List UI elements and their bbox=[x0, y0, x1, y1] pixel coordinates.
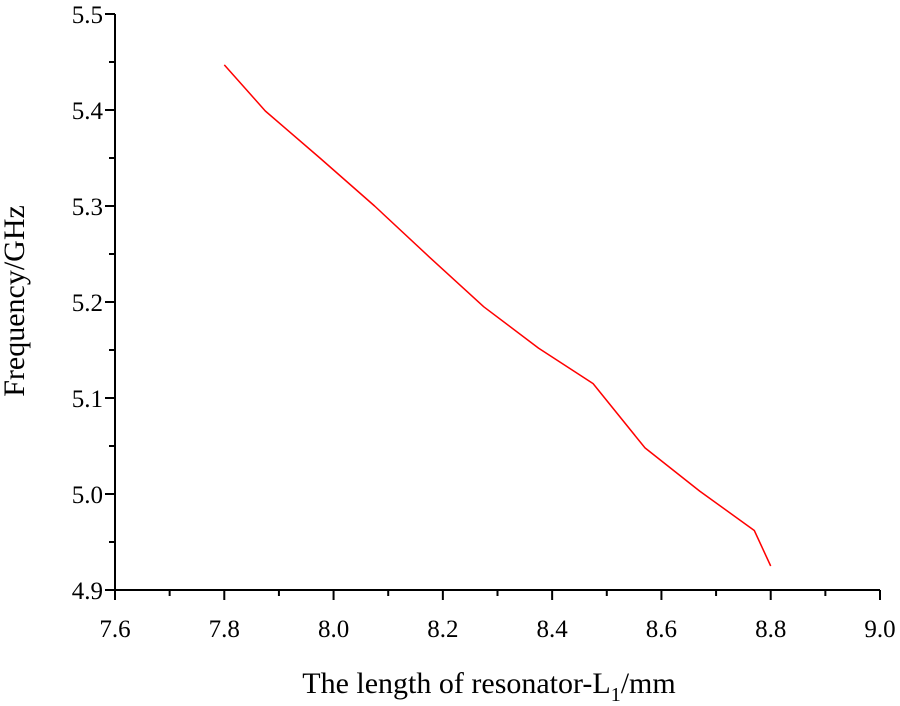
x-tick-label: 7.8 bbox=[209, 616, 240, 643]
y-tick-label: 4.9 bbox=[72, 578, 103, 605]
y-tick-label: 5.2 bbox=[72, 290, 103, 317]
y-tick-label: 5.3 bbox=[72, 194, 103, 221]
x-tick-label: 7.6 bbox=[99, 616, 130, 643]
x-axis-title-main: The length of resonator-L bbox=[302, 667, 610, 700]
y-axis-title: Frequency/GHz bbox=[0, 205, 31, 397]
y-tick-label: 5.5 bbox=[72, 2, 103, 29]
y-tick-label: 5.0 bbox=[72, 482, 103, 509]
x-tick-label: 9.0 bbox=[864, 616, 895, 643]
x-tick-label: 8.2 bbox=[427, 616, 458, 643]
x-tick-label: 8.0 bbox=[318, 616, 349, 643]
y-tick-label: 5.4 bbox=[72, 98, 104, 125]
series-layer bbox=[223, 64, 772, 567]
x-axis-title: The length of resonator-L1/mm bbox=[302, 667, 675, 706]
y-axis-ticks: 4.9 5.0 5.1 5.2 5.3 5.4 5.5 bbox=[72, 2, 115, 605]
x-tick-label: 8.4 bbox=[537, 616, 569, 643]
series-line-frequency bbox=[223, 64, 772, 567]
y-tick-label: 5.1 bbox=[72, 386, 103, 413]
x-axis-title-suffix: /mm bbox=[621, 667, 676, 700]
x-axis-ticks: 7.6 7.8 8.0 8.2 8.4 8.6 8.8 9.0 bbox=[99, 590, 896, 643]
x-tick-label: 8.8 bbox=[755, 616, 786, 643]
x-axis-title-subscript: 1 bbox=[611, 684, 621, 706]
x-tick-label: 8.6 bbox=[646, 616, 677, 643]
